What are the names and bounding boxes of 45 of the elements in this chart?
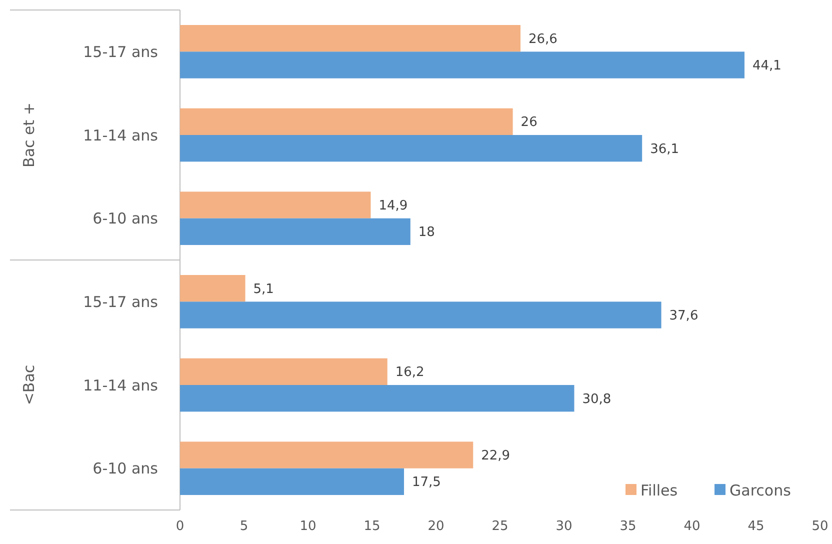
data-label: 30,8: [582, 392, 612, 407]
bar: [180, 192, 371, 218]
bar: [180, 275, 246, 302]
x-tick-label: 15: [364, 519, 380, 534]
x-tick-label: 25: [492, 519, 508, 534]
y-tick-label: 15-17 ans: [83, 42, 158, 61]
x-tick-label: 20: [428, 519, 444, 534]
x-tick-label: 10: [300, 519, 316, 534]
bar: [180, 25, 520, 52]
bar: [180, 52, 744, 78]
data-label: 44,1: [752, 58, 782, 74]
x-tick-label: 45: [748, 519, 764, 534]
data-label: 18: [418, 225, 435, 240]
bar: [180, 358, 388, 385]
y-tick-label: 11-14 ans: [83, 376, 158, 394]
text: Bac et +: [20, 102, 38, 168]
legend-label: Filles: [640, 481, 678, 500]
x-tick-label: 30: [556, 519, 572, 534]
bar: [180, 302, 662, 328]
data-label: 17,5: [412, 475, 441, 490]
text: <Bac: [20, 364, 38, 406]
y-tick-label: 15-17 ans: [83, 292, 158, 311]
data-label: 26,6: [528, 32, 558, 47]
bar: [180, 218, 410, 245]
data-label: 14,9: [378, 198, 408, 214]
x-tick-label: 0: [176, 519, 184, 534]
bar: [180, 385, 574, 412]
bar: [180, 442, 474, 468]
x-tick-label: 35: [620, 519, 636, 534]
legend-label: Garcons: [730, 481, 792, 500]
y-tick-label: 6-10 ans: [92, 460, 158, 478]
bar: [180, 468, 404, 495]
x-tick-label: 5: [240, 519, 248, 534]
x-tick-label: 40: [684, 519, 700, 534]
y-tick-label: 11-14 ans: [83, 126, 158, 144]
data-label: 37,6: [669, 308, 698, 324]
data-label: 36,1: [650, 142, 680, 157]
bar: [180, 108, 513, 135]
data-label: 16,2: [395, 365, 424, 380]
x-tick-label: 50: [812, 519, 828, 534]
y-tick-label: 6-10 ans: [92, 210, 158, 228]
bar: [180, 135, 642, 162]
data-label: 26: [520, 115, 538, 130]
data-label: 22,9: [481, 448, 510, 464]
data-label: 5,1: [253, 282, 274, 297]
